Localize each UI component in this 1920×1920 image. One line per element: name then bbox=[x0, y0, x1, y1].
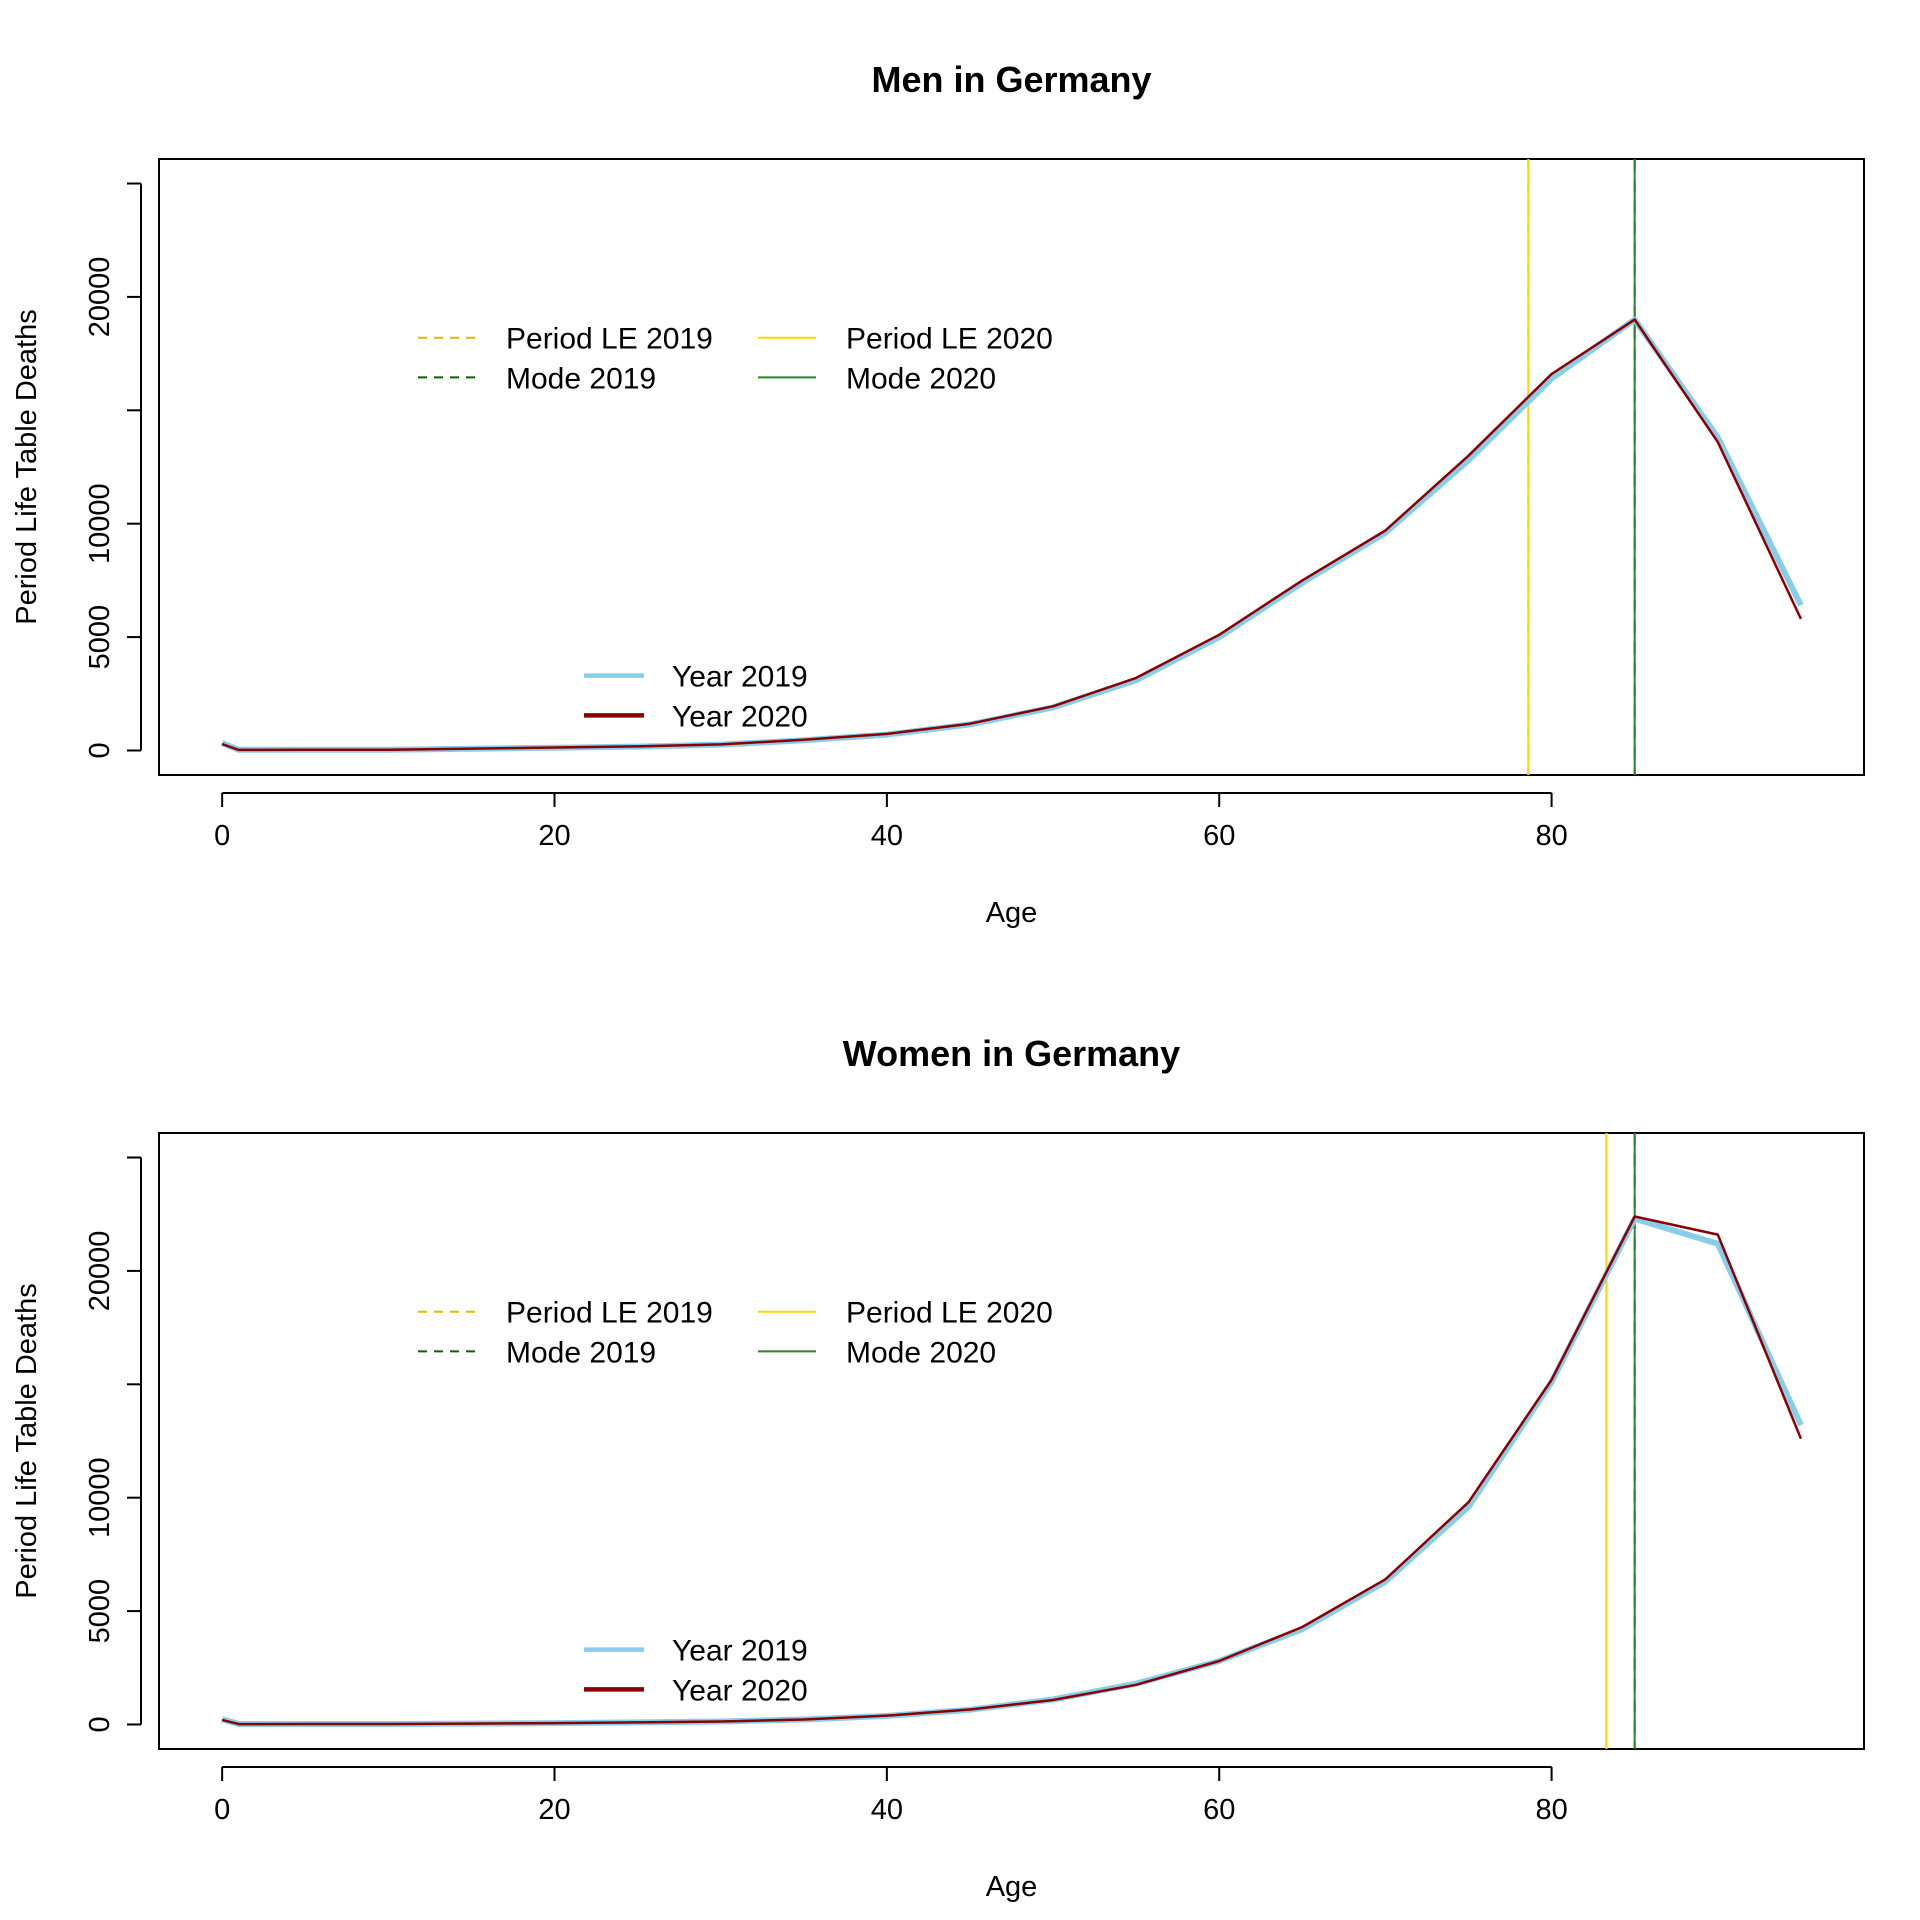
legend-label: Year 2019 bbox=[672, 1635, 808, 1668]
x-axis: 0 20 40 60 80 bbox=[214, 792, 1568, 852]
legend-years: Year 2019 Year 2020 bbox=[584, 1635, 808, 1707]
series-lines bbox=[220, 316, 1804, 753]
x-tick-label: 0 bbox=[214, 1794, 230, 1826]
plot-frame bbox=[158, 1132, 1865, 1750]
x-tick-label: 40 bbox=[871, 1794, 903, 1826]
series-line-year-2020 bbox=[221, 1215, 1803, 1726]
legend-reference-lines: Period LE 2019 Period LE 2020 Mode 2019 Mod… bbox=[418, 1297, 1053, 1369]
x-tick-label: 20 bbox=[538, 820, 570, 852]
legend-reference-lines: Period LE 2019 Period LE 2020 Mode 2019 Mod… bbox=[418, 323, 1053, 395]
y-tick-label: 10000 bbox=[84, 483, 116, 564]
series-line-year-2019 bbox=[220, 316, 1804, 753]
legend-label: Mode 2020 bbox=[846, 1336, 996, 1369]
legend-label: Period LE 2019 bbox=[506, 323, 713, 356]
y-tick-label: 20000 bbox=[84, 1231, 116, 1312]
chart-panel-1: Men in Germany 0 20 40 60 80 Age 0 5000 10000 2000… bbox=[11, 59, 1865, 929]
x-axis-label: Age bbox=[986, 897, 1038, 929]
x-tick-label: 80 bbox=[1535, 820, 1567, 852]
legend-label: Mode 2019 bbox=[506, 362, 656, 395]
legend-label: Year 2020 bbox=[672, 1674, 808, 1707]
y-tick-label: 5000 bbox=[84, 1579, 116, 1644]
y-tick-label: 5000 bbox=[84, 605, 116, 670]
chart-title: Women in Germany bbox=[843, 1033, 1180, 1074]
legend-label: Mode 2020 bbox=[846, 362, 996, 395]
y-tick-label: 10000 bbox=[84, 1457, 116, 1538]
series-line-year-2019 bbox=[221, 1215, 1804, 1727]
x-tick-label: 80 bbox=[1535, 1794, 1567, 1826]
x-tick-label: 60 bbox=[1203, 1794, 1235, 1826]
legend-years: Year 2019 Year 2020 bbox=[584, 661, 808, 733]
y-tick-label: 0 bbox=[84, 1716, 116, 1732]
chart-title: Men in Germany bbox=[871, 59, 1151, 100]
legend-label: Year 2019 bbox=[672, 661, 808, 694]
y-axis: 0 5000 10000 20000 bbox=[84, 1156, 142, 1733]
reference-lines bbox=[1527, 159, 1636, 775]
legend-label: Period LE 2019 bbox=[506, 1297, 713, 1330]
legend-label: Year 2020 bbox=[672, 700, 808, 733]
y-tick-label: 0 bbox=[84, 742, 116, 758]
x-axis-label: Age bbox=[986, 1871, 1038, 1903]
x-axis: 0 20 40 60 80 bbox=[214, 1766, 1568, 1826]
x-tick-label: 60 bbox=[1203, 820, 1235, 852]
x-tick-label: 0 bbox=[214, 820, 230, 852]
series-lines bbox=[221, 1215, 1804, 1727]
legend-label: Period LE 2020 bbox=[846, 323, 1053, 356]
plot-frame bbox=[158, 158, 1865, 776]
x-tick-label: 20 bbox=[538, 1794, 570, 1826]
y-axis-label: Period Life Table Deaths bbox=[11, 1283, 43, 1598]
series-line-year-2020 bbox=[221, 318, 1803, 752]
y-axis-label: Period Life Table Deaths bbox=[11, 309, 43, 624]
legend-label: Period LE 2020 bbox=[846, 1297, 1053, 1330]
reference-lines bbox=[1605, 1133, 1636, 1749]
legend-label: Mode 2019 bbox=[506, 1336, 656, 1369]
y-tick-label: 20000 bbox=[84, 257, 116, 338]
y-axis: 0 5000 10000 20000 bbox=[84, 182, 142, 759]
chart-panel-2: Women in Germany 0 20 40 60 80 Age 0 5000 10000 20… bbox=[11, 1033, 1865, 1903]
x-tick-label: 40 bbox=[871, 820, 903, 852]
